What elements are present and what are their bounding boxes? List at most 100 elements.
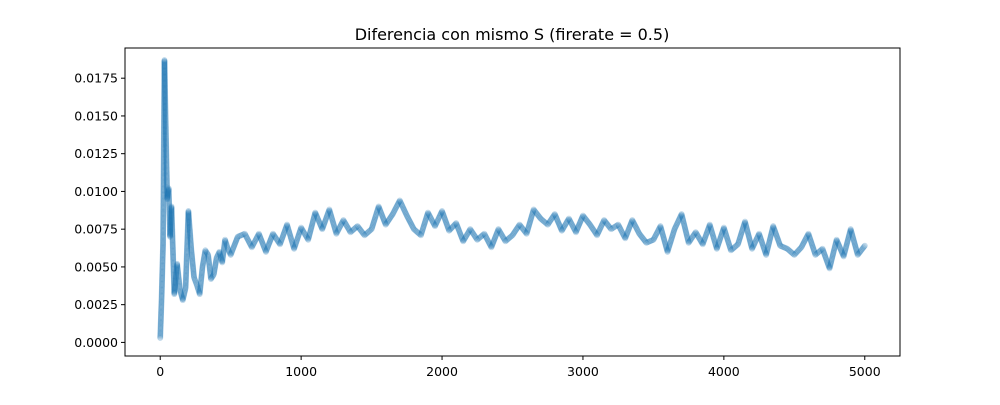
data-point [628, 219, 635, 226]
data-point [362, 231, 369, 238]
data-point [461, 236, 468, 243]
data-point [288, 237, 295, 244]
data-point [745, 233, 752, 240]
data-point [824, 260, 831, 267]
data-point [168, 213, 175, 220]
data-point [839, 250, 846, 257]
data-point [841, 250, 848, 257]
data-point [185, 215, 192, 222]
data-point [268, 235, 275, 242]
data-point [684, 236, 691, 243]
data-point [527, 216, 534, 223]
data-point [227, 251, 234, 258]
data-point [400, 205, 407, 212]
data-point [228, 249, 235, 256]
data-point [374, 208, 381, 215]
data-point [175, 275, 182, 282]
data-point [551, 211, 558, 218]
data-point [437, 211, 444, 218]
data-point [213, 254, 220, 261]
data-point [463, 232, 470, 239]
data-point [290, 243, 297, 250]
data-point [162, 118, 169, 125]
data-point [829, 254, 836, 261]
data-point [737, 231, 744, 238]
data-point [758, 237, 765, 244]
data-point [277, 238, 284, 245]
data-point [728, 246, 735, 253]
data-point [161, 60, 168, 67]
data-point [160, 120, 167, 127]
data-point [205, 254, 212, 261]
data-point [161, 58, 168, 65]
data-point [853, 246, 860, 253]
data-point [165, 189, 172, 196]
data-point [733, 242, 740, 249]
data-point [160, 223, 167, 230]
data-point [820, 248, 827, 255]
data-point [818, 246, 825, 253]
data-point [469, 229, 476, 236]
data-point [496, 228, 503, 235]
data-point [157, 324, 164, 331]
data-point [592, 230, 599, 237]
data-point [164, 185, 171, 192]
data-point [161, 58, 168, 65]
data-point [341, 219, 348, 226]
data-point [158, 299, 165, 306]
data-point [201, 253, 208, 260]
data-point [218, 257, 225, 264]
data-point [159, 266, 166, 273]
data-point [443, 219, 450, 226]
data-point [706, 222, 713, 229]
data-point [786, 247, 793, 254]
data-point [170, 276, 177, 283]
data-point [808, 241, 815, 248]
data-point [161, 81, 168, 88]
data-point [738, 229, 745, 236]
x-axis: 0 1000 2000 3000 4000 5000 [156, 356, 881, 379]
data-point [309, 221, 316, 228]
data-point [219, 254, 226, 261]
data-point [680, 220, 687, 227]
data-point [159, 250, 166, 257]
data-point [664, 247, 671, 254]
data-point [160, 237, 167, 244]
data-point [169, 231, 176, 238]
chart-title: Diferencia con mismo S (firerate = 0.5) [355, 25, 670, 44]
data-point [171, 289, 178, 296]
data-point [826, 264, 833, 271]
data-point [803, 235, 810, 242]
data-point [269, 230, 276, 237]
data-point [716, 238, 723, 245]
data-point [454, 224, 461, 231]
data-point [349, 227, 356, 234]
data-point [723, 233, 730, 240]
data-point [160, 156, 167, 163]
data-point [161, 77, 168, 84]
data-point [574, 224, 581, 231]
data-point [650, 236, 657, 243]
data-point [684, 233, 691, 240]
data-point [216, 248, 223, 255]
data-point [245, 237, 252, 244]
data-point [688, 235, 695, 242]
data-point [398, 202, 405, 209]
data-point [161, 83, 168, 90]
data-point [523, 229, 530, 236]
data-point [190, 266, 197, 273]
data-point [656, 224, 663, 231]
data-point [184, 220, 191, 227]
data-point [217, 254, 224, 261]
data-point [168, 216, 175, 223]
data-point [161, 83, 168, 90]
data-point [697, 236, 704, 243]
data-point [357, 227, 364, 234]
data-point [157, 334, 164, 341]
data-point [189, 260, 196, 267]
data-point [248, 243, 255, 250]
data-point [161, 73, 168, 80]
data-point [160, 211, 167, 218]
data-point [410, 225, 417, 232]
data-point [758, 238, 765, 245]
